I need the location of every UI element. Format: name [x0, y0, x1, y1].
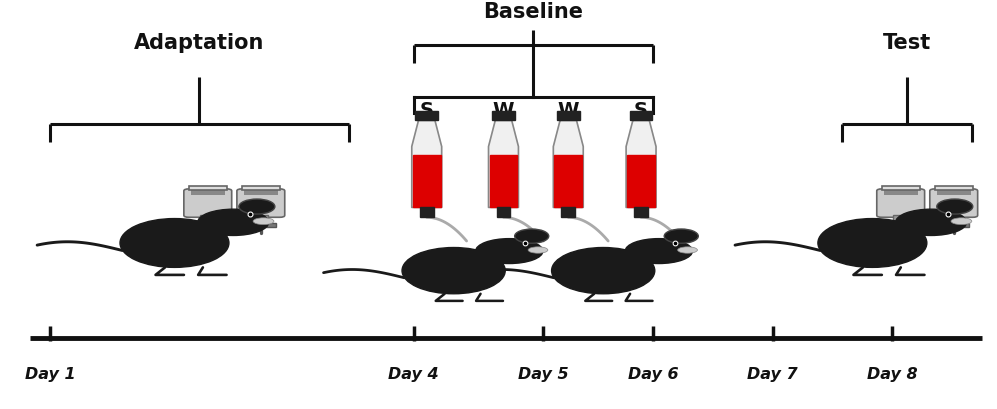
Text: Test: Test	[883, 33, 931, 53]
Bar	[188, 187, 226, 190]
Ellipse shape	[551, 247, 655, 294]
Bar	[885, 223, 916, 227]
Ellipse shape	[664, 229, 698, 243]
Text: W: W	[493, 101, 514, 120]
Text: S: S	[634, 101, 648, 120]
Ellipse shape	[678, 247, 697, 253]
Bar	[190, 188, 224, 196]
Text: W: W	[557, 101, 579, 120]
Text: Day 7: Day 7	[748, 368, 798, 382]
Bar	[946, 215, 961, 224]
Polygon shape	[553, 120, 583, 207]
Polygon shape	[634, 207, 648, 217]
Ellipse shape	[625, 238, 693, 263]
Polygon shape	[412, 120, 442, 207]
Polygon shape	[627, 155, 655, 207]
Polygon shape	[557, 110, 579, 120]
Polygon shape	[420, 207, 434, 217]
Polygon shape	[554, 155, 582, 207]
FancyBboxPatch shape	[237, 189, 285, 217]
Ellipse shape	[514, 229, 548, 243]
Bar	[937, 188, 971, 196]
Ellipse shape	[937, 199, 973, 214]
Polygon shape	[561, 207, 575, 217]
Polygon shape	[493, 110, 514, 120]
Ellipse shape	[476, 238, 543, 263]
Text: Day 5: Day 5	[518, 368, 568, 382]
Polygon shape	[490, 155, 517, 207]
Bar	[242, 187, 280, 190]
Polygon shape	[630, 110, 652, 120]
Bar	[935, 187, 973, 190]
Ellipse shape	[528, 247, 548, 253]
Ellipse shape	[402, 247, 505, 294]
FancyBboxPatch shape	[876, 189, 924, 217]
Polygon shape	[489, 120, 518, 207]
Bar	[245, 223, 276, 227]
Bar	[881, 187, 919, 190]
Text: Adaptation: Adaptation	[135, 33, 264, 53]
Ellipse shape	[120, 218, 229, 267]
Text: Day 4: Day 4	[389, 368, 439, 382]
Polygon shape	[413, 155, 441, 207]
Text: S: S	[420, 101, 434, 120]
Ellipse shape	[818, 218, 927, 267]
Ellipse shape	[253, 218, 274, 225]
Bar	[244, 188, 278, 196]
Bar	[200, 215, 215, 224]
Text: Day 8: Day 8	[867, 368, 917, 382]
Bar	[893, 215, 908, 224]
Polygon shape	[497, 207, 510, 217]
Polygon shape	[416, 110, 438, 120]
Bar	[253, 215, 268, 224]
Ellipse shape	[951, 218, 972, 225]
Ellipse shape	[197, 209, 269, 236]
Text: Baseline: Baseline	[484, 2, 583, 22]
Bar	[938, 223, 969, 227]
Bar	[883, 188, 917, 196]
Ellipse shape	[239, 199, 275, 214]
Text: Day 1: Day 1	[25, 368, 75, 382]
Text: Day 6: Day 6	[628, 368, 678, 382]
Ellipse shape	[895, 209, 967, 236]
Bar	[192, 223, 223, 227]
Polygon shape	[626, 120, 656, 207]
FancyBboxPatch shape	[183, 189, 231, 217]
FancyBboxPatch shape	[930, 189, 978, 217]
